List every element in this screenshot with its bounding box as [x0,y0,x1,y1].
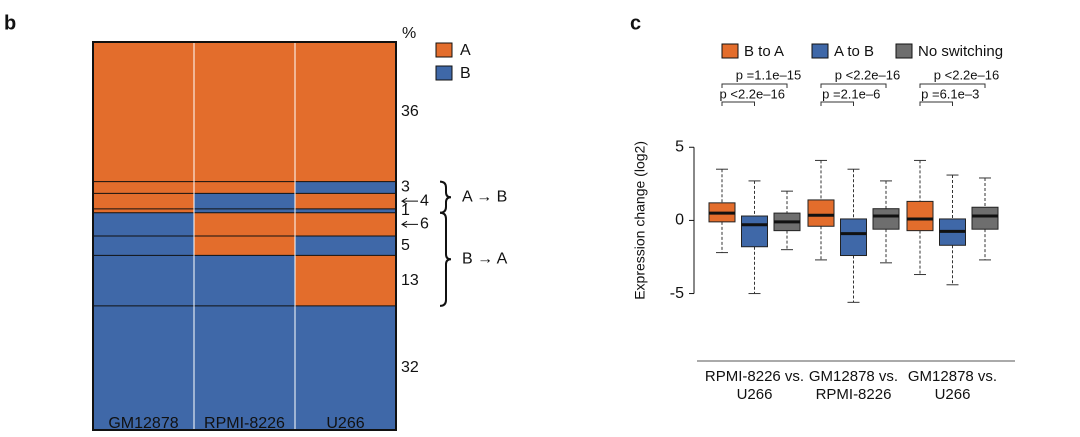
mosaic-cell [295,181,396,194]
group-brace [439,180,452,214]
mosaic-cell [295,42,396,182]
legend-swatch [435,65,453,81]
p-value: p <2.2e–16 [720,86,785,101]
row-label: 13 [401,272,419,289]
group-brace [439,211,452,307]
panel-label: c [630,12,641,34]
p-value: p =2.1e–6 [822,86,880,101]
plot-border [92,41,397,431]
mosaic-cell [295,193,396,209]
y-tick-label: 5 [675,138,684,155]
group-label: RPMI-8226 vs. U266 [704,368,805,403]
panel-label: b [4,12,16,34]
mosaic-cell [194,181,295,194]
mosaic-cell [93,181,194,194]
mosaic-cell [295,212,396,236]
p-bracket [820,83,887,88]
row-label: 6 [420,216,429,233]
box [741,215,768,248]
p-bracket [919,83,986,88]
row-label: 36 [401,103,419,120]
mosaic-cell [93,236,194,256]
p-bracket [820,101,854,106]
x-tick-label: RPMI-8226 [204,415,285,432]
group-label: GM12878 vs. U266 [907,368,998,403]
legend-swatch [435,42,453,58]
row-label: 1 [401,202,410,219]
unit-label: % [402,25,416,42]
mosaic-cell [194,212,295,236]
mosaic-cell [194,255,295,306]
mosaic-cell [93,208,194,213]
group-label: A → B [462,188,507,205]
mosaic-cell [93,305,194,430]
mosaic-cell [194,305,295,430]
mosaic-cell [295,208,396,213]
legend-swatch [895,43,913,59]
mosaic-cell [93,255,194,306]
y-tick-label: -5 [670,285,684,302]
label-arrow [401,220,418,228]
row-label: 4 [420,192,429,209]
mosaic-cell [295,255,396,306]
box [872,208,900,230]
legend-label: B to A [744,43,784,60]
box [906,200,934,232]
row-label: 32 [401,359,419,376]
box [807,199,835,227]
p-bracket [919,101,953,106]
p-value: p <2.2e–16 [835,67,900,82]
group-label: GM12878 vs. RPMI-8226 [808,368,899,403]
mosaic-cell [194,236,295,256]
mosaic-cell [93,212,194,236]
group-label: B → A [462,250,508,267]
x-tick-label: GM12878 [108,415,178,432]
legend-label: A to B [834,43,874,60]
mosaic-cell [93,193,194,209]
mosaic-cell [295,305,396,430]
box [840,218,867,257]
y-axis-title: Expression change (log2) [632,141,648,300]
p-value: p <2.2e–16 [934,67,999,82]
legend-label: No switching [918,43,1003,60]
legend-label: A [460,42,471,59]
y-tick-label: 0 [675,212,684,229]
x-tick-label: U266 [326,415,364,432]
row-label: 5 [401,237,410,254]
p-value: p =1.1e–15 [736,67,801,82]
mosaic-cell [93,42,194,182]
mosaic-cell [194,42,295,182]
box [971,206,999,230]
label-arrow [401,197,418,205]
legend-label: B [460,65,471,82]
legend-swatch [811,43,829,59]
mosaic-cell [194,208,295,213]
row-label: 3 [401,179,410,196]
legend-swatch [721,43,739,59]
mosaic-cell [295,236,396,256]
mosaic-cell [194,193,295,209]
p-bracket [721,83,788,88]
p-value: p =6.1e–3 [921,86,979,101]
p-bracket [721,101,755,106]
